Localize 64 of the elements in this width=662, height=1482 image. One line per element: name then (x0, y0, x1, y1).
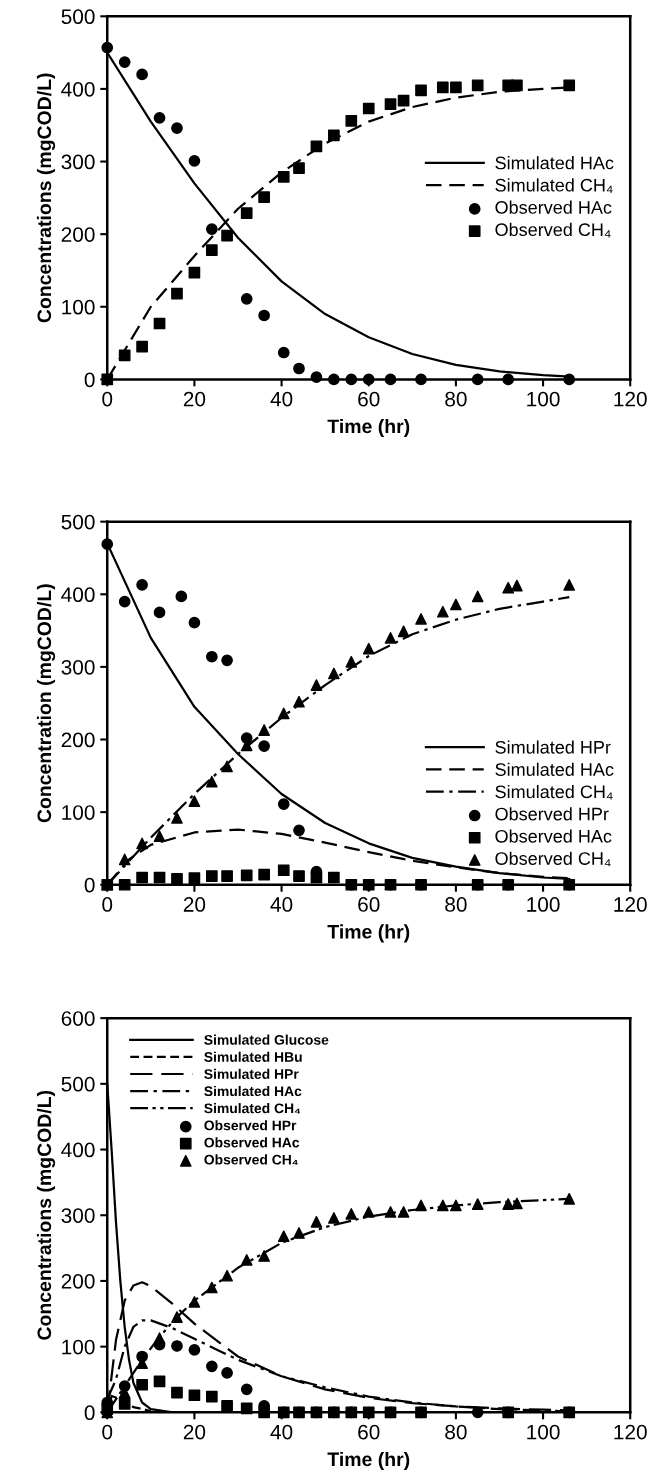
y-tick-label: 0 (84, 877, 95, 893)
y-tick-label: 100 (62, 299, 95, 315)
x-tick-label: 20 (183, 391, 206, 407)
legend-label: Simulated CH₄ (204, 1103, 301, 1114)
legend-label: Simulated Glucose (204, 1034, 329, 1045)
y-axis-title: Concentrations (mgCOD/L) (36, 1090, 56, 1340)
x-tick-label: 20 (183, 1424, 206, 1440)
y-tick-label: 300 (61, 1208, 95, 1223)
y-tick-label: 200 (61, 227, 95, 242)
legend-label: Observed HPr (204, 1120, 297, 1131)
legend-label: Observed HAc (204, 1137, 300, 1148)
x-tick-label: 120 (614, 391, 647, 407)
x-tick-label: 100 (527, 897, 560, 912)
y-tick-label: 500 (61, 514, 95, 530)
x-tick-label: 60 (358, 391, 380, 407)
x-tick-label: 80 (445, 1424, 467, 1440)
x-tick-label: 20 (183, 897, 206, 912)
y-tick-label: 300 (61, 659, 95, 675)
y-tick-label: 500 (61, 1076, 95, 1092)
y-tick-label: 400 (61, 81, 95, 97)
legend-label: Simulated HBu (204, 1051, 302, 1062)
y-tick-label: 100 (62, 1339, 95, 1355)
x-tick-label: 40 (270, 1424, 293, 1440)
y-tick-label: 200 (61, 732, 95, 748)
y-axis-title: Concentrations (mgCOD/L) (36, 73, 56, 323)
y-tick-label: 0 (84, 1405, 95, 1421)
y-tick-label: 600 (61, 1011, 95, 1026)
x-axis-title: Time (hr) (327, 1451, 410, 1471)
legend-label: Simulated HAc (495, 156, 614, 170)
x-tick-label: 0 (102, 391, 113, 407)
x-tick-label: 0 (102, 1424, 113, 1440)
x-tick-label: 100 (527, 391, 560, 407)
y-tick-label: 500 (61, 9, 95, 25)
y-tick-label: 100 (62, 805, 95, 820)
legend-label: Simulated CH₄ (495, 178, 613, 193)
legend-label: Observed HAc (495, 200, 612, 214)
y-tick-label: 300 (61, 154, 95, 170)
x-tick-label: 80 (445, 897, 467, 912)
legend-label: Simulated HAc (495, 762, 614, 776)
y-tick-label: 400 (61, 587, 95, 603)
legend-label: Observed CH₄ (495, 851, 611, 867)
legend-label: Simulated HAc (204, 1085, 302, 1097)
y-axis-title: Concentration (mgCOD/L) (36, 584, 56, 823)
legend-label: Observed HAc (495, 829, 612, 843)
y-tick-label: 400 (61, 1142, 95, 1158)
y-tick-label: 200 (61, 1273, 95, 1289)
legend-label: Observed HPr (495, 807, 609, 821)
legend-label: Simulated HPr (495, 740, 611, 754)
legend-label: Observed CH₄ (204, 1154, 298, 1165)
x-tick-label: 120 (614, 1424, 647, 1440)
x-tick-label: 40 (270, 391, 293, 407)
x-tick-label: 80 (445, 391, 467, 407)
x-tick-label: 0 (102, 897, 113, 912)
x-axis-title: Time (hr) (327, 418, 410, 438)
x-tick-label: 100 (527, 1424, 560, 1440)
x-tick-label: 60 (358, 897, 380, 912)
y-tick-label: 0 (84, 372, 95, 388)
legend-label: Simulated HPr (204, 1068, 299, 1080)
x-tick-label: 60 (358, 1424, 380, 1440)
legend-label: Observed CH₄ (495, 222, 611, 238)
x-tick-label: 120 (614, 897, 647, 912)
legend-label: Simulated CH₄ (495, 784, 613, 800)
x-axis-title: Time (hr) (327, 924, 410, 943)
x-tick-label: 40 (270, 897, 293, 912)
